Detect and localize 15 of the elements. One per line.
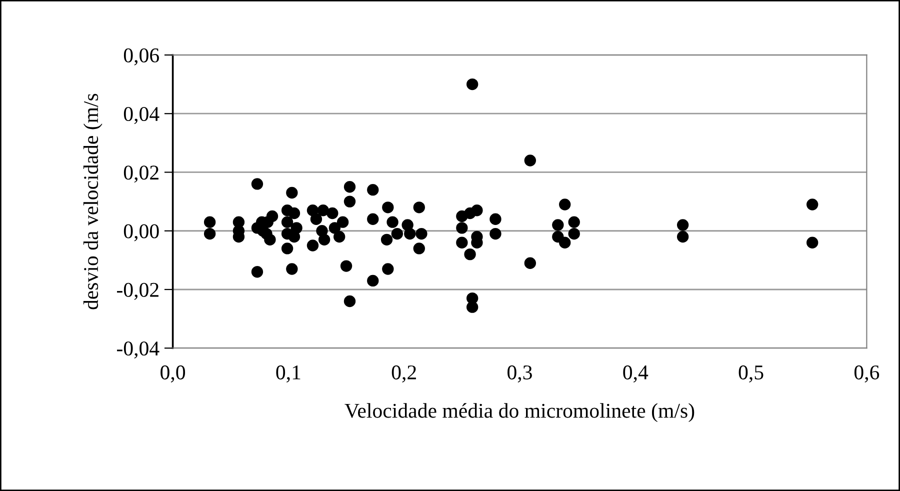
y-tick-label: 0,06 <box>124 48 159 66</box>
x-tick-label: 0,2 <box>392 365 416 382</box>
y-tick-label: 0,04 <box>124 106 160 124</box>
x-tick-label: 0,4 <box>623 365 648 382</box>
x-tick-label: 0,0 <box>160 365 186 382</box>
y-tick-label: 0,00 <box>124 224 159 242</box>
x-tick-label: 0,3 <box>508 365 532 382</box>
x-tick-label: 0,1 <box>276 365 300 382</box>
x-tick-label: 0,5 <box>738 365 764 382</box>
y-tick-label: -0,02 <box>116 282 158 300</box>
y-axis-title: desvio da velocidade (m/s <box>83 94 102 310</box>
x-tick-label: 0,6 <box>854 365 880 382</box>
y-tick-label: -0,04 <box>116 341 160 359</box>
x-axis-title: Velocidade média do micromolinete (m/s) <box>344 403 694 422</box>
y-tick-label: 0,02 <box>124 166 158 183</box>
